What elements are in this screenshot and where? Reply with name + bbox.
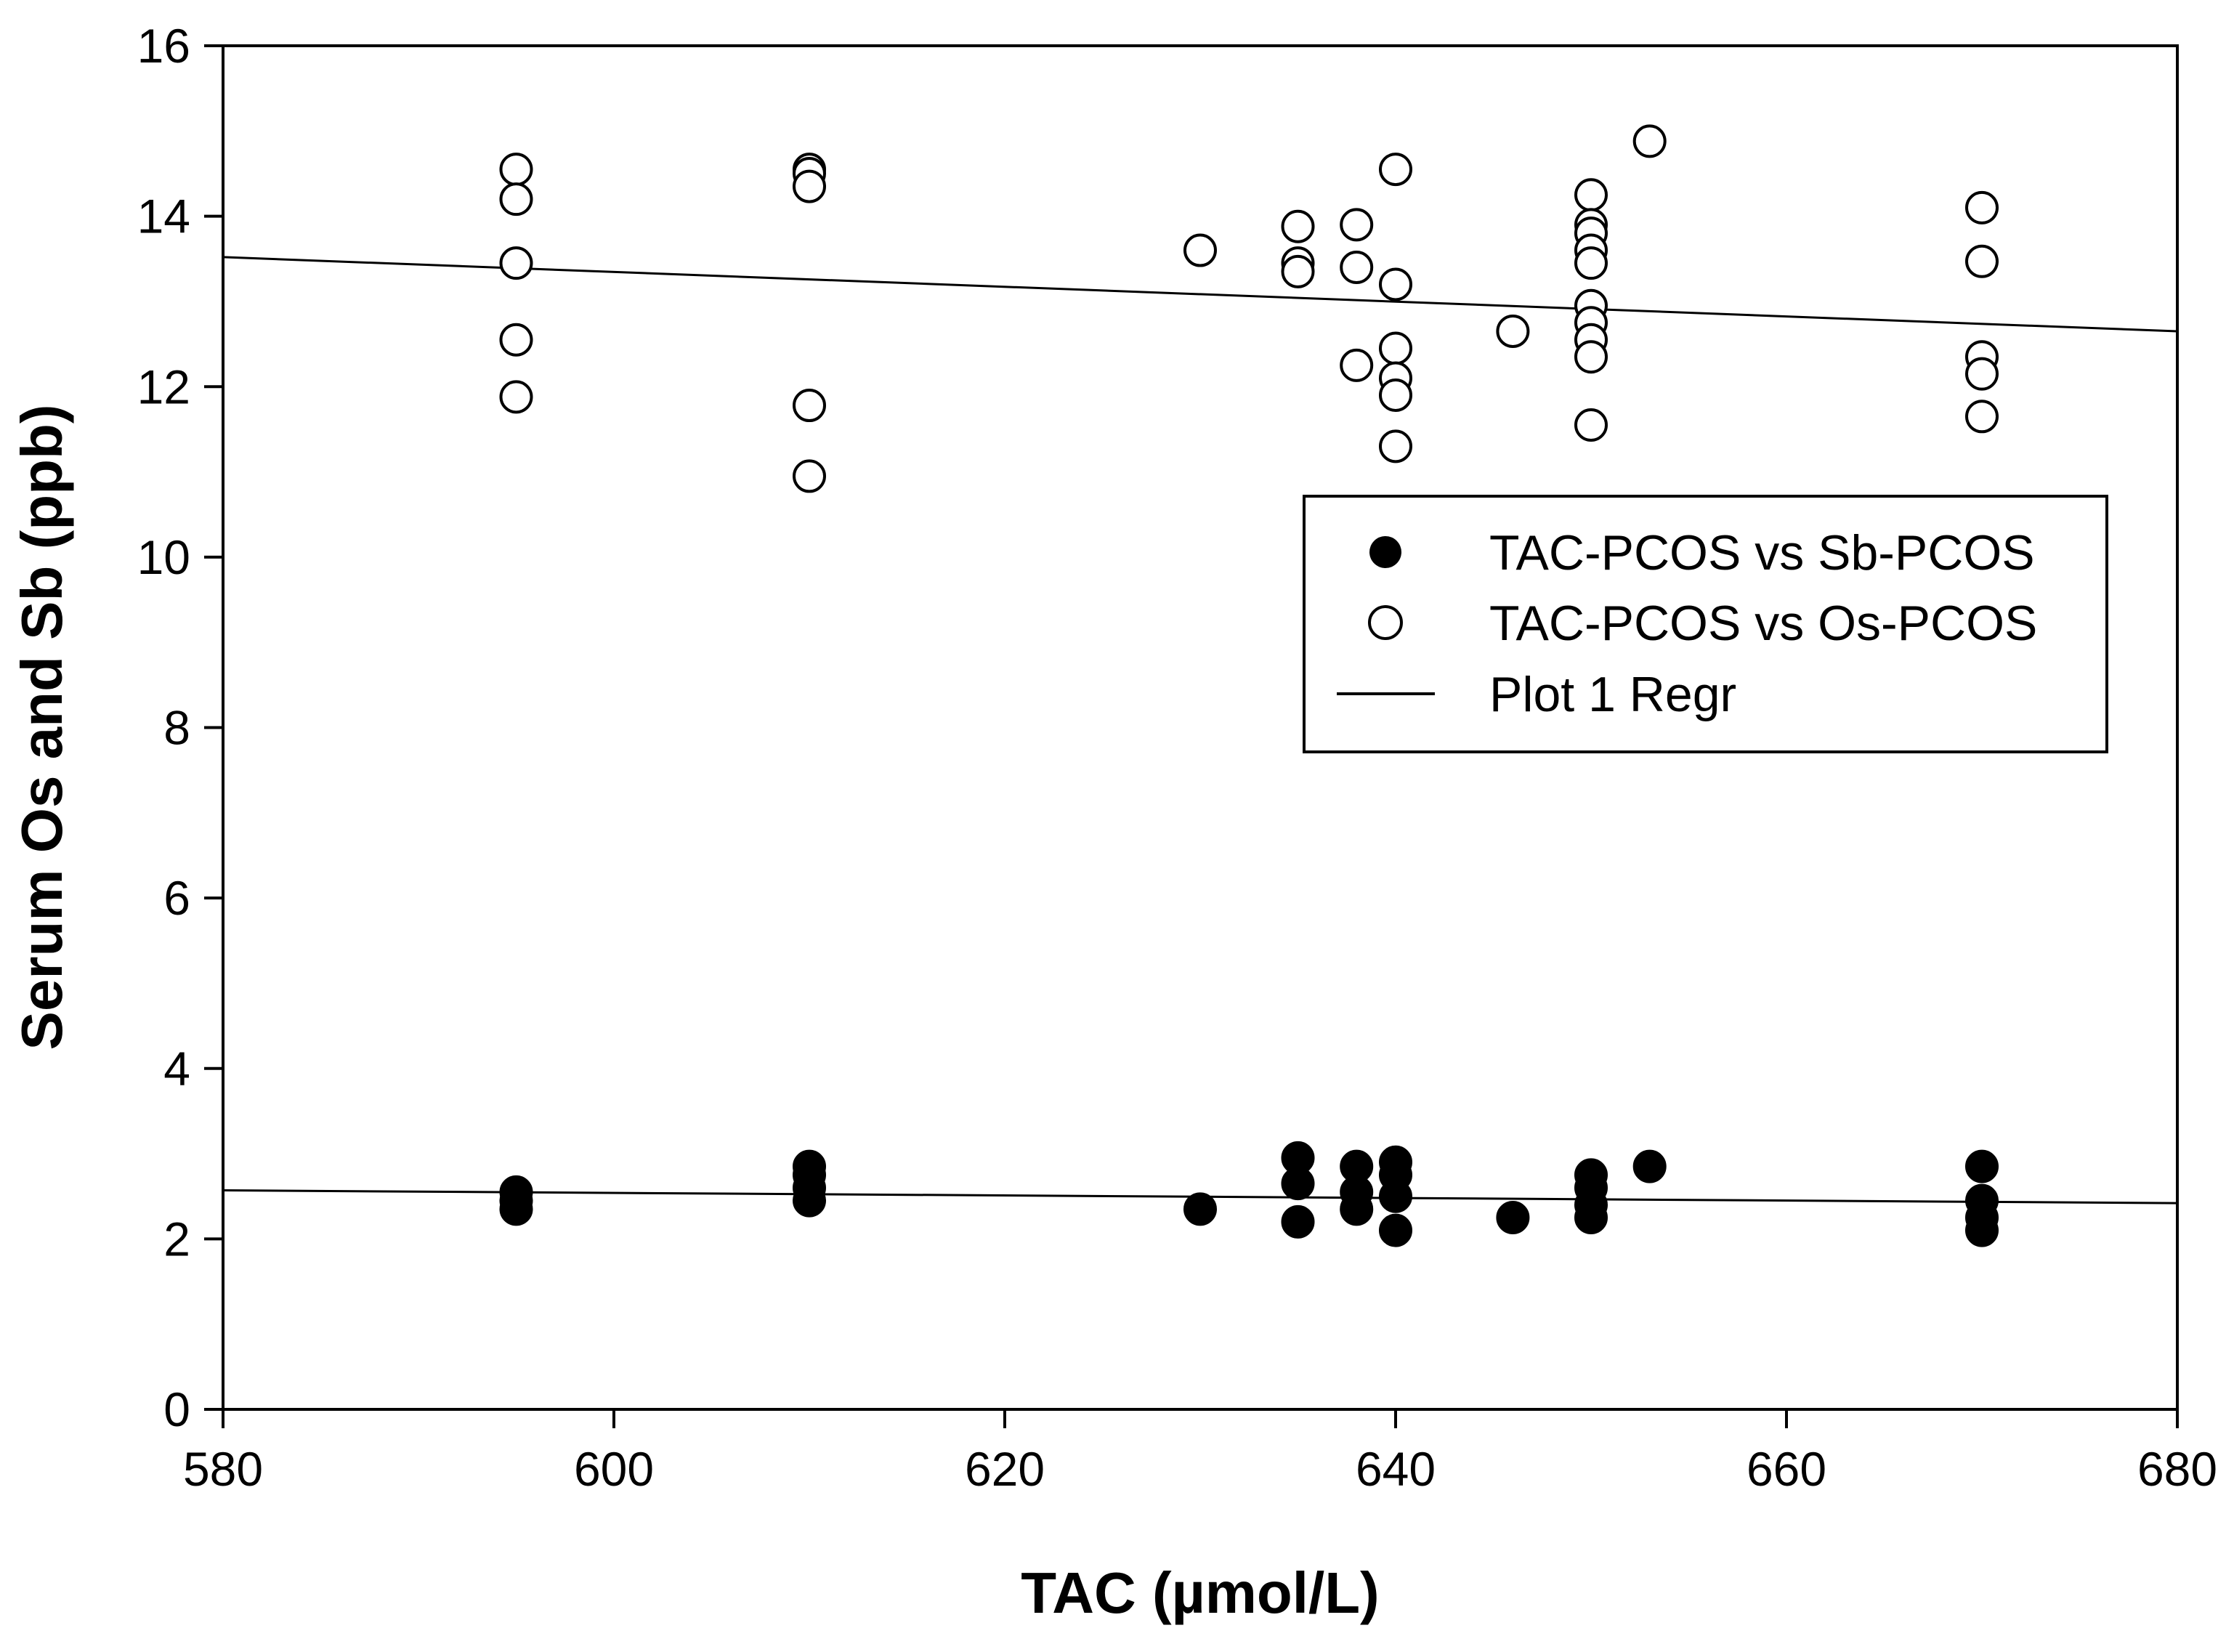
y-tick-label: 14 <box>137 190 190 243</box>
os-data-point <box>499 182 533 216</box>
data-points <box>499 124 1999 1247</box>
legend-label-os: TAC-PCOS vs Os-PCOS <box>1489 596 2037 651</box>
os-data-point <box>1379 331 1412 365</box>
os-data-point <box>1183 233 1217 267</box>
os-data-point <box>1379 429 1412 463</box>
y-tick-label: 6 <box>163 871 190 925</box>
os-data-point <box>499 246 533 280</box>
x-tick-label: 680 <box>2137 1442 2217 1496</box>
y-tick-label: 12 <box>137 360 190 413</box>
legend-symbol-filled-circle <box>1369 536 1401 568</box>
y-tick-label: 8 <box>163 701 190 755</box>
legend-box <box>1303 495 2108 753</box>
x-tick-label: 640 <box>1356 1442 1436 1496</box>
sb-data-point <box>1379 1213 1412 1247</box>
x-axis-ticks: 580 600 620 640 660 680 <box>183 1409 2217 1496</box>
y-tick-label: 10 <box>137 530 190 584</box>
y-tick-label: 0 <box>163 1382 190 1436</box>
sb-data-point <box>1965 1213 1999 1247</box>
os-data-point <box>499 323 533 357</box>
os-data-point <box>1632 124 1667 158</box>
os-data-point <box>1574 340 1608 374</box>
os-data-point <box>793 389 826 423</box>
sb-data-point <box>499 1192 533 1226</box>
x-tick-label: 600 <box>574 1442 654 1496</box>
x-tick-label: 620 <box>965 1442 1045 1496</box>
y-tick-label: 2 <box>163 1212 190 1266</box>
sb-data-point <box>1340 1192 1374 1226</box>
os-data-point <box>1281 254 1315 288</box>
os-data-point <box>1965 244 1999 278</box>
os-data-point <box>1379 267 1412 301</box>
os-data-point <box>1574 408 1608 442</box>
os-data-point <box>1340 208 1374 242</box>
os-data-point <box>1340 348 1374 382</box>
sb-data-point <box>1183 1192 1217 1226</box>
os-data-point <box>1574 246 1608 280</box>
y-axis-ticks: 0 2 4 6 8 10 12 14 16 <box>137 19 223 1436</box>
os-data-point <box>1965 400 1999 434</box>
sb-data-point <box>1281 1204 1315 1239</box>
sb-data-point <box>1496 1201 1530 1235</box>
sb-data-point <box>1574 1201 1608 1235</box>
y-axis-title: Serum Os and Sb (ppb) <box>9 405 74 1050</box>
y-tick-label: 4 <box>163 1042 190 1096</box>
sb-data-point <box>793 1183 826 1218</box>
legend: TAC-PCOS vs Sb-PCOS TAC-PCOS vs Os-PCOS … <box>1303 495 2108 753</box>
y-tick-label: 16 <box>137 19 190 73</box>
os-data-point <box>1379 378 1412 412</box>
legend-symbol-open-circle <box>1368 605 1403 640</box>
sb-data-point <box>1632 1149 1667 1183</box>
os-data-point <box>499 153 533 187</box>
regression-line-2 <box>222 256 2178 333</box>
os-data-point <box>793 459 826 493</box>
x-tick-label: 580 <box>183 1442 263 1496</box>
os-data-point <box>1574 178 1608 212</box>
sb-data-point <box>1281 1167 1315 1201</box>
os-data-point <box>793 169 826 203</box>
sb-data-point <box>1965 1149 1999 1183</box>
x-axis-title: TAC (µmol/L) <box>1021 1560 1379 1625</box>
os-data-point <box>1965 190 1999 224</box>
legend-label-regr: Plot 1 Regr <box>1489 667 1736 722</box>
os-data-point <box>1965 357 1999 391</box>
os-data-point <box>1340 251 1374 285</box>
os-data-point <box>1496 314 1530 348</box>
os-data-point <box>1281 209 1315 243</box>
sb-data-point <box>1379 1179 1412 1213</box>
x-tick-label: 660 <box>1747 1442 1826 1496</box>
os-data-point <box>499 380 533 414</box>
os-data-point <box>1379 153 1412 187</box>
legend-label-sb: TAC-PCOS vs Sb-PCOS <box>1489 525 2035 580</box>
